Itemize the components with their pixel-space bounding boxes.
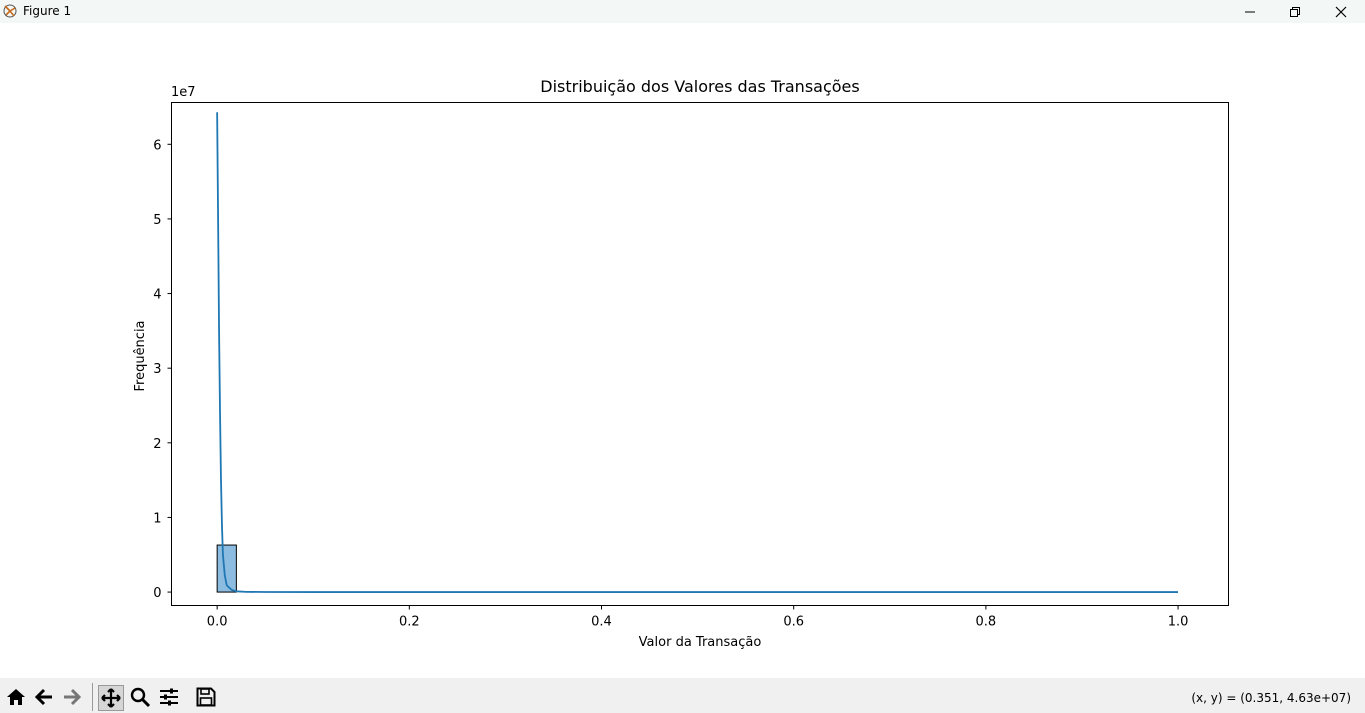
x-axis-label: Valor da Transação [639, 635, 762, 650]
kde-line [216, 112, 1179, 593]
x-tick-label: 0.2 [399, 615, 420, 630]
y-tick-label: 0 [153, 586, 161, 601]
axes-frame [171, 102, 1229, 606]
x-tick-label: 0.8 [976, 615, 997, 630]
zoom-button[interactable] [128, 685, 152, 709]
x-tick-label: 0.4 [591, 615, 612, 630]
maximize-button[interactable] [1272, 0, 1318, 23]
navigation-toolbar: (x, y) = (0.351, 4.63e+07) [0, 678, 1365, 713]
save-button[interactable] [194, 685, 218, 709]
y-tick-label: 5 [153, 213, 161, 228]
cursor-coordinates: (x, y) = (0.351, 4.63e+07) [1191, 691, 1351, 705]
back-icon [34, 688, 52, 706]
save-icon [196, 687, 216, 707]
window-titlebar: Figure 1 [0, 0, 1365, 23]
histogram-bar [216, 544, 237, 593]
window-title: Figure 1 [23, 4, 72, 18]
chart[interactable]: Distribuição dos Valores das Transações … [0, 23, 1365, 678]
configure-icon [160, 688, 178, 706]
zoom-icon [130, 687, 151, 708]
chart-title: Distribuição dos Valores das Transações [540, 77, 859, 96]
y-offset-text: 1e7 [171, 85, 196, 100]
x-tick-label: 0.6 [783, 615, 804, 630]
forward-icon [64, 688, 82, 706]
home-button[interactable] [4, 685, 28, 709]
figure-canvas[interactable]: Distribuição dos Valores das Transações … [0, 23, 1365, 678]
minimize-icon [1245, 11, 1255, 12]
y-tick-label: 6 [153, 138, 161, 153]
x-tick-label: 0.0 [207, 615, 228, 630]
matplotlib-logo-icon [3, 4, 17, 18]
minimize-button[interactable] [1227, 0, 1273, 23]
x-tick-label: 1.0 [1168, 615, 1189, 630]
back-button[interactable] [32, 685, 56, 709]
y-tick-label: 1 [153, 511, 161, 526]
close-button[interactable] [1318, 0, 1364, 23]
pan-button[interactable] [98, 685, 124, 711]
y-tick-label: 3 [153, 362, 161, 377]
y-tick-label: 2 [153, 437, 161, 452]
close-icon [1335, 6, 1347, 17]
toolbar-separator [92, 683, 93, 711]
pan-icon [101, 688, 121, 708]
home-icon [7, 689, 25, 705]
y-axis-label: Frequência [133, 320, 148, 391]
forward-button[interactable] [60, 685, 84, 709]
configure-subplots-button[interactable] [157, 685, 181, 709]
y-tick-label: 4 [153, 288, 161, 303]
restore-icon [1290, 6, 1300, 17]
